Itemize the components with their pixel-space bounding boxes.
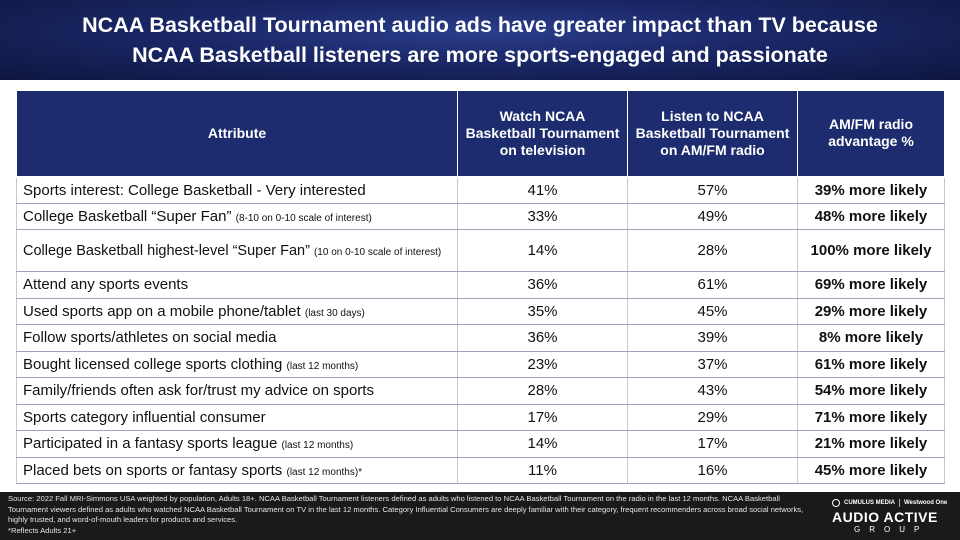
attribute-label: Placed bets on sports or fantasy sports xyxy=(23,461,283,479)
cell-tv: 36% xyxy=(457,324,628,352)
cell-attribute: Sports interest: College Basketball - Ve… xyxy=(16,176,458,204)
cell-tv: 41% xyxy=(457,176,628,204)
cell-advantage: 61% more likely xyxy=(797,351,945,378)
title-banner: NCAA Basketball Tournament audio ads hav… xyxy=(0,0,960,80)
cumulus-logo-icon xyxy=(832,499,840,507)
table-row: Participated in a fantasy sports league … xyxy=(16,430,945,458)
audio-active-group-logo: CUMULUS MEDIA Westwood One AUDIO ACTIVE … xyxy=(832,498,954,536)
attribute-note: (last 12 months)* xyxy=(286,466,363,478)
cell-advantage: 39% more likely xyxy=(797,176,945,204)
title-line-1: NCAA Basketball Tournament audio ads hav… xyxy=(82,13,878,37)
cell-advantage: 29% more likely xyxy=(797,298,945,325)
header-tv: Watch NCAA Basketball Tournament on tele… xyxy=(457,90,628,178)
cell-attribute: Follow sports/athletes on social media xyxy=(16,324,458,352)
cell-advantage: 45% more likely xyxy=(797,457,945,484)
table-row: Bought licensed college sports clothing … xyxy=(16,351,945,378)
attribute-label: Attend any sports events xyxy=(23,276,189,294)
cell-attribute: Sports category influential consumer xyxy=(16,404,458,431)
footnote-text: *Reflects Adults 21+ xyxy=(8,525,77,535)
cell-tv: 23% xyxy=(457,351,628,378)
logo-audio-active: AUDIO ACTIVE xyxy=(832,509,938,525)
attribute-label: College Basketball “Super Fan” xyxy=(23,207,232,225)
attribute-label: College Basketball highest-level “Super … xyxy=(23,242,310,259)
cell-radio: 16% xyxy=(627,457,798,484)
table-row: College Basketball highest-level “Super … xyxy=(16,229,945,272)
cumulus-logo-text: CUMULUS MEDIA xyxy=(844,500,895,506)
cell-tv: 28% xyxy=(457,377,628,405)
cell-tv: 14% xyxy=(457,229,628,272)
cell-advantage: 54% more likely xyxy=(797,377,945,405)
cell-attribute: Bought licensed college sports clothing … xyxy=(16,351,458,378)
table-row: Placed bets on sports or fantasy sports … xyxy=(16,457,945,484)
cell-attribute: Attend any sports events xyxy=(16,271,458,299)
cell-radio: 57% xyxy=(627,176,798,204)
table-header-row: Attribute Watch NCAA Basketball Tourname… xyxy=(16,90,945,178)
cell-radio: 49% xyxy=(627,203,798,230)
attribute-note: (8-10 on 0-10 scale of interest) xyxy=(235,212,372,224)
footer: Source: 2022 Fall MRI-Simmons USA weight… xyxy=(0,492,960,540)
attribute-label: Follow sports/athletes on social media xyxy=(23,329,277,347)
cell-radio: 39% xyxy=(627,324,798,352)
table-row: Used sports app on a mobile phone/tablet… xyxy=(16,298,945,325)
attribute-label: Participated in a fantasy sports league xyxy=(23,435,278,453)
source-note: Source: 2022 Fall MRI-Simmons USA weight… xyxy=(8,494,808,536)
logo-group: GROUP xyxy=(854,525,929,534)
attribute-label: Used sports app on a mobile phone/tablet xyxy=(23,302,301,320)
table-body: Sports interest: College Basketball - Ve… xyxy=(16,176,945,484)
cell-tv: 33% xyxy=(457,203,628,230)
cell-attribute: College Basketball “Super Fan” (8-10 on … xyxy=(16,203,458,230)
cell-tv: 17% xyxy=(457,404,628,431)
attribute-note: (last 12 months) xyxy=(281,440,354,452)
header-attribute: Attribute xyxy=(16,90,458,178)
attribute-label: Family/friends often ask for/trust my ad… xyxy=(23,382,374,400)
cell-attribute: Participated in a fantasy sports league … xyxy=(16,430,458,458)
cell-tv: 11% xyxy=(457,457,628,484)
cell-attribute: Placed bets on sports or fantasy sports … xyxy=(16,457,458,484)
logo-divider xyxy=(899,499,900,507)
cell-radio: 28% xyxy=(627,229,798,272)
cell-radio: 17% xyxy=(627,430,798,458)
source-text: Source: 2022 Fall MRI-Simmons USA weight… xyxy=(8,494,804,524)
cell-advantage: 100% more likely xyxy=(797,229,945,272)
header-radio: Listen to NCAA Basketball Tournament on … xyxy=(627,90,798,178)
cell-tv: 14% xyxy=(457,430,628,458)
table-row: Sports interest: College Basketball - Ve… xyxy=(16,176,945,204)
cell-radio: 29% xyxy=(627,404,798,431)
cell-advantage: 71% more likely xyxy=(797,404,945,431)
attribute-label: Sports category influential consumer xyxy=(23,408,266,426)
header-advantage: AM/FM radio advantage % xyxy=(797,90,945,178)
title-line-2: NCAA Basketball listeners are more sport… xyxy=(132,43,828,67)
attribute-note: (last 30 days) xyxy=(304,307,365,319)
cell-attribute: College Basketball highest-level “Super … xyxy=(16,229,458,272)
cell-attribute: Used sports app on a mobile phone/tablet… xyxy=(16,298,458,325)
cell-advantage: 21% more likely xyxy=(797,430,945,458)
table-row: Sports category influential consumer 17% 2… xyxy=(16,404,945,431)
cell-advantage: 69% more likely xyxy=(797,271,945,299)
cell-tv: 35% xyxy=(457,298,628,325)
attribute-label: Bought licensed college sports clothing xyxy=(23,355,283,373)
cell-advantage: 48% more likely xyxy=(797,203,945,230)
westwood-logo-text: Westwood One xyxy=(904,500,948,506)
table-row: College Basketball “Super Fan” (8-10 on … xyxy=(16,203,945,230)
cell-attribute: Family/friends often ask for/trust my ad… xyxy=(16,377,458,405)
comparison-table-container: Attribute Watch NCAA Basketball Tourname… xyxy=(16,90,945,484)
attribute-label: Sports interest: College Basketball - Ve… xyxy=(23,181,366,199)
comparison-table: Attribute Watch NCAA Basketball Tourname… xyxy=(16,90,945,484)
cell-radio: 43% xyxy=(627,377,798,405)
cell-radio: 45% xyxy=(627,298,798,325)
cell-tv: 36% xyxy=(457,271,628,299)
attribute-note: (10 on 0-10 scale of interest) xyxy=(313,246,442,258)
cell-radio: 61% xyxy=(627,271,798,299)
attribute-note: (last 12 months) xyxy=(286,360,359,372)
table-row: Attend any sports events 36% 61% 69% more l… xyxy=(16,271,945,299)
table-row: Follow sports/athletes on social media 36… xyxy=(16,324,945,352)
cell-advantage: 8% more likely xyxy=(797,324,945,352)
cell-radio: 37% xyxy=(627,351,798,378)
table-row: Family/friends often ask for/trust my ad… xyxy=(16,377,945,405)
